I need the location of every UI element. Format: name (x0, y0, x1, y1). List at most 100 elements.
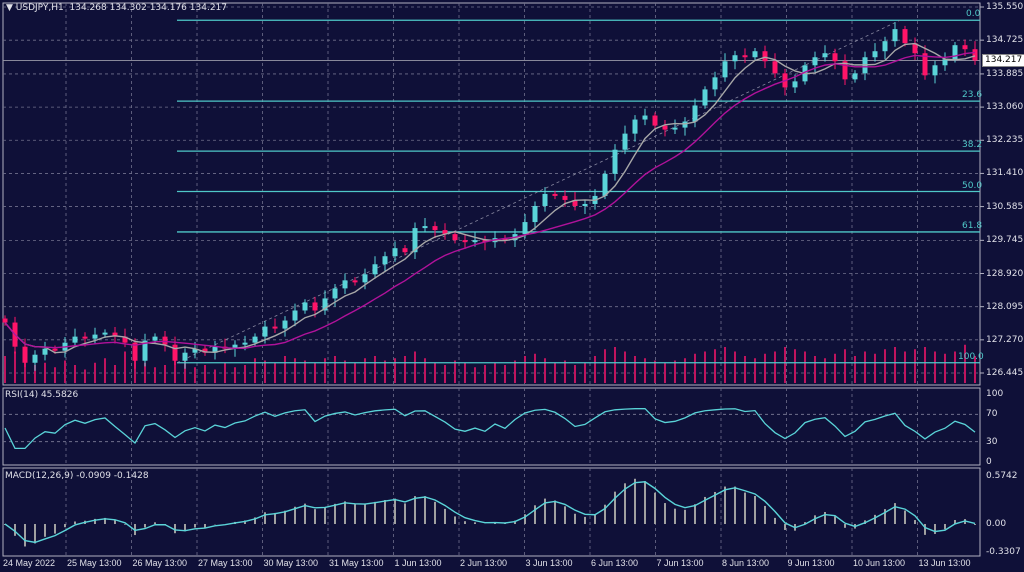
x-tick-label: 8 Jun 13:00 (722, 558, 770, 568)
macd-histogram-bar (904, 510, 906, 524)
bear-candle (742, 55, 748, 58)
volume-bar (584, 362, 586, 383)
volume-bar (974, 356, 976, 383)
macd-histogram-bar (194, 524, 196, 528)
macd-histogram-bar (144, 524, 146, 528)
macd-histogram-bar (324, 507, 326, 524)
volume-bar (414, 351, 416, 383)
bull-candle (872, 51, 878, 58)
fib-level-label: 38.2 (962, 140, 983, 151)
bull-candle (882, 41, 888, 52)
macd-histogram-bar (354, 504, 356, 524)
bull-candle (712, 77, 718, 90)
bull-candle (952, 45, 958, 60)
volume-bar (124, 351, 126, 383)
rsi-tick-label: 0 (986, 457, 992, 467)
volume-bar (574, 365, 576, 383)
macd-histogram-bar (34, 524, 36, 544)
bull-candle (942, 59, 948, 66)
macd-histogram-bar (44, 524, 46, 537)
volume-bar (184, 360, 186, 383)
macd-histogram-bar (564, 506, 566, 524)
x-tick-label: 6 Jun 13:00 (591, 558, 639, 568)
volume-bar (74, 365, 76, 383)
bear-candle (652, 115, 658, 126)
bear-candle (402, 248, 408, 253)
macd-histogram-bar (464, 521, 466, 524)
bull-candle (532, 205, 538, 223)
macd-histogram-bar (104, 517, 106, 524)
bull-candle (302, 302, 308, 311)
volume-bar (844, 349, 846, 383)
rsi-tick-label: 30 (986, 436, 998, 447)
macd-histogram-bar (54, 524, 56, 534)
macd-histogram-bar (574, 513, 576, 524)
volume-bar (814, 356, 816, 383)
x-tick-label: 9 Jun 13:00 (787, 558, 835, 568)
volume-bar (884, 349, 886, 383)
macd-histogram-bar (634, 478, 636, 524)
y-tick-label: 134.725 (986, 35, 1024, 46)
macd-histogram-bar (894, 503, 896, 524)
bear-candle (572, 199, 578, 206)
bull-candle (292, 310, 298, 321)
volume-bar (944, 353, 946, 383)
bull-candle (812, 57, 818, 66)
volume-bar (354, 362, 356, 383)
bull-candle (892, 29, 898, 42)
bear-candle (172, 344, 178, 361)
bull-candle (722, 61, 728, 78)
volume-bar (304, 360, 306, 383)
volume-bar (614, 347, 616, 383)
volume-bar (404, 356, 406, 383)
low-value: 134.176 (149, 3, 187, 13)
y-tick-label: 129.745 (986, 235, 1024, 246)
bear-candle (562, 195, 568, 200)
macd-histogram-bar (534, 505, 536, 524)
volume-bar (104, 358, 106, 383)
macd-histogram-bar (424, 496, 426, 524)
macd-histogram-bar (684, 509, 686, 524)
macd-tick-label: -0.3307 (986, 546, 1021, 557)
macd-histogram-bar (764, 505, 766, 524)
bear-candle (762, 51, 768, 62)
x-tick-label: 31 May 13:00 (329, 558, 384, 568)
bull-candle (792, 81, 798, 88)
macd-tick-label: 0.5742 (986, 470, 1018, 481)
rsi-line (4, 407, 976, 450)
x-tick-label: 26 May 13:00 (132, 558, 188, 568)
x-tick-label: 7 Jun 13:00 (656, 558, 704, 568)
fib-level-label: 100.0 (958, 351, 984, 362)
macd-histogram-bar (624, 483, 626, 524)
bull-candle (522, 222, 528, 235)
bull-candle (382, 256, 388, 265)
macd-histogram-bar (814, 515, 816, 524)
macd-histogram-bar (594, 515, 596, 524)
volume-bar (54, 367, 56, 383)
chart-title[interactable]: ▼ USDJPY,H1 134.268 134.302 134.176 134.… (6, 3, 227, 13)
macd-histogram-bar (474, 522, 476, 524)
bull-candle (142, 340, 148, 361)
bull-candle (642, 115, 648, 120)
volume-bar (604, 349, 606, 383)
y-tick-label: 130.585 (986, 201, 1024, 212)
volume-bar (434, 362, 436, 383)
bull-candle (262, 326, 268, 337)
bull-candle (362, 274, 368, 283)
macd-histogram-bar (204, 524, 206, 528)
volume-bar (754, 358, 756, 383)
macd-histogram-bar (914, 520, 916, 524)
volume-bar (144, 362, 146, 383)
volume-bar (314, 362, 316, 383)
volume-bar (24, 358, 26, 383)
macd-histogram-bar (124, 524, 126, 525)
volume-bar (684, 358, 686, 383)
volume-bar (834, 353, 836, 383)
volume-bar (504, 365, 506, 383)
macd-histogram-bar (444, 508, 446, 524)
volume-bar (864, 351, 866, 383)
bear-candle (832, 53, 838, 62)
x-tick-label: 2 Jun 13:00 (460, 558, 508, 568)
volume-bar (714, 349, 716, 383)
